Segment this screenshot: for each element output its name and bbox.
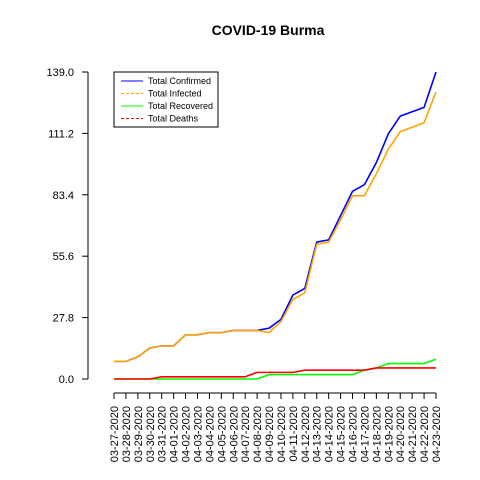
- x-axis: 03-27-2020 03-28-2020 03-29-2020 03-30-2020…: [109, 392, 443, 462]
- x-tick-label: 04-23-2020: [431, 406, 443, 462]
- x-tick-label: 03-29-2020: [133, 406, 145, 462]
- x-tick-label: 04-06-2020: [228, 406, 240, 462]
- legend-label: Total Deaths: [148, 114, 199, 124]
- x-tick-label: 03-30-2020: [145, 406, 157, 462]
- x-tick-label: 04-05-2020: [216, 406, 228, 462]
- y-tick-label: 111.2: [48, 128, 74, 140]
- x-tick-label: 03-27-2020: [109, 406, 121, 462]
- x-tick-label: 04-22-2020: [419, 406, 431, 462]
- y-tick-label: 0.0: [59, 374, 74, 386]
- legend-label: Total Infected: [148, 89, 202, 99]
- y-tick-label: 83.4: [53, 190, 74, 202]
- x-tick-label: 04-13-2020: [312, 406, 324, 462]
- legend-label: Total Recovered: [148, 101, 213, 111]
- series-line-total-recovered: [114, 358, 437, 380]
- x-tick-label: 04-21-2020: [407, 406, 419, 462]
- y-tick-label: 27.8: [53, 313, 74, 325]
- chart-title: COVID-19 Burma: [212, 22, 325, 38]
- legend: Total Confirmed Total Infected Total Recov…: [113, 71, 219, 128]
- x-tick-label: 04-12-2020: [300, 406, 312, 462]
- x-tick-label: 04-08-2020: [252, 406, 264, 462]
- x-tick-label: 03-28-2020: [121, 406, 133, 462]
- x-tick-label: 04-10-2020: [276, 406, 288, 462]
- x-tick-label: 04-02-2020: [181, 406, 193, 462]
- y-axis: 0.0 27.8 55.6 83.4 111.2 139.0: [46, 67, 89, 386]
- x-tick-label: 04-18-2020: [371, 406, 383, 462]
- x-tick-label: 04-04-2020: [204, 406, 216, 462]
- y-tick-label: 55.6: [53, 251, 74, 263]
- x-tick-label: 03-31-2020: [157, 406, 169, 462]
- x-tick-label: 04-07-2020: [240, 406, 252, 462]
- series-lines: [114, 71, 437, 380]
- x-tick-label: 04-03-2020: [192, 406, 204, 462]
- x-tick-label: 04-09-2020: [264, 406, 276, 462]
- y-tick-label: 139.0: [46, 67, 74, 79]
- x-tick-label: 04-11-2020: [288, 406, 300, 461]
- x-tick-label: 04-20-2020: [395, 406, 407, 462]
- x-tick-label: 04-17-2020: [359, 406, 371, 462]
- x-tick-label: 04-15-2020: [336, 406, 348, 462]
- x-tick-label: 04-01-2020: [169, 406, 181, 462]
- x-tick-label: 04-19-2020: [383, 406, 395, 462]
- x-tick-label: 04-14-2020: [324, 406, 336, 462]
- x-tick-label: 04-16-2020: [348, 406, 360, 462]
- series-line-total-infected: [114, 91, 437, 363]
- series-line-total-deaths: [114, 367, 436, 380]
- legend-label: Total Confirmed: [148, 76, 211, 86]
